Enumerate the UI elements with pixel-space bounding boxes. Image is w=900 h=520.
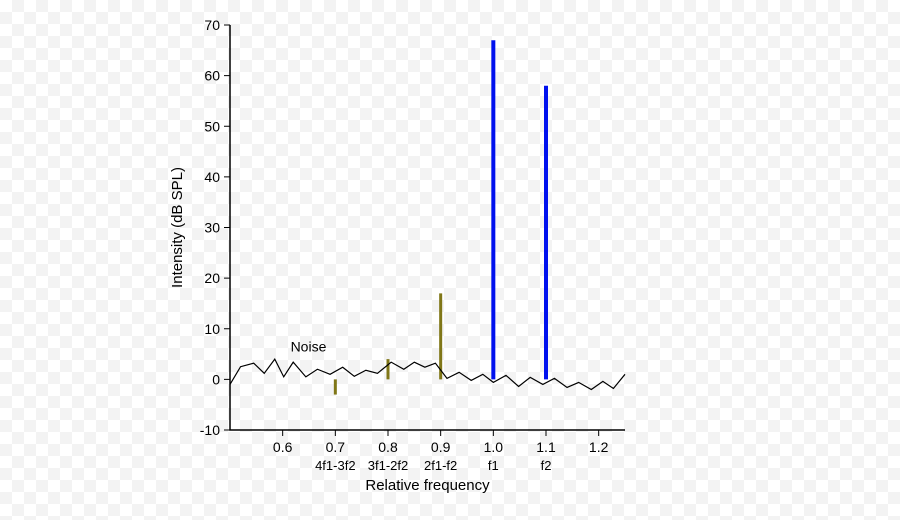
x-tick-sublabel: 2f1-f2 <box>424 458 457 473</box>
x-axis-label: Relative frequency <box>365 477 490 494</box>
x-tick-label: 1.1 <box>536 439 556 455</box>
noise-line <box>230 359 625 389</box>
y-tick-label: 20 <box>204 270 220 286</box>
noise-label: Noise <box>291 339 327 355</box>
x-tick-label: 0.6 <box>273 439 293 455</box>
x-tick-label: 0.7 <box>326 439 346 455</box>
y-axis-label: Intensity (dB SPL) <box>169 167 186 288</box>
y-tick-label: 0 <box>212 371 220 387</box>
x-tick-label: 0.8 <box>378 439 398 455</box>
y-tick-label: 70 <box>204 17 220 33</box>
y-tick-label: 30 <box>204 220 220 236</box>
x-tick-sublabel: f2 <box>541 458 552 473</box>
spectrum-chart: -10 0 10 20 30 40 50 60 70 0.6 0.7 4f1-3f2 0.8 3f1-2f… <box>0 0 900 520</box>
y-tick-label: 10 <box>204 321 220 337</box>
x-tick-label: 0.9 <box>431 439 451 455</box>
x-tick-sublabel: 4f1-3f2 <box>315 458 355 473</box>
x-tick-label: 1.2 <box>589 439 609 455</box>
x-tick-sublabel: f1 <box>488 458 499 473</box>
y-tick-label: -10 <box>200 422 220 438</box>
x-tick-label: 1.0 <box>484 439 504 455</box>
y-tick-label: 50 <box>204 118 220 134</box>
y-tick-label: 40 <box>204 169 220 185</box>
y-tick-label: 60 <box>204 68 220 84</box>
x-tick-sublabel: 3f1-2f2 <box>368 458 408 473</box>
